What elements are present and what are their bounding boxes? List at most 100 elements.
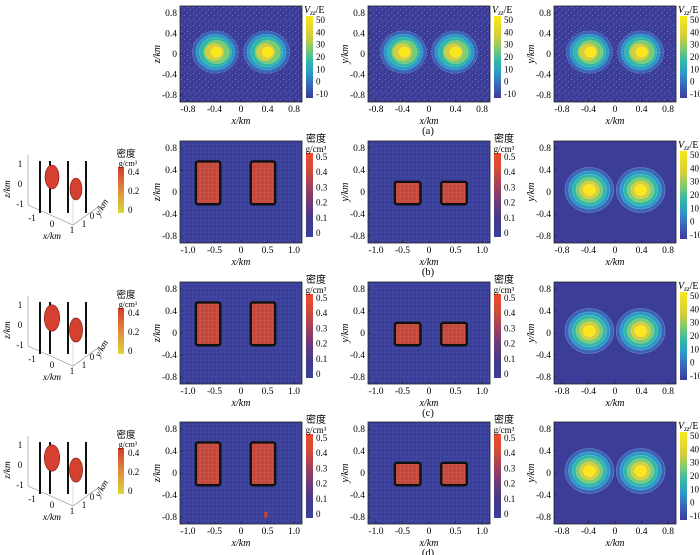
x-tick-label: 0	[613, 246, 618, 256]
colorbar-title: Vzz/E	[678, 281, 698, 293]
colorbar-tick-label: 0.4	[504, 448, 516, 458]
y-tick-label: 0	[172, 329, 177, 339]
colorbar-title: Vzz/E	[304, 5, 324, 17]
x-tick-label: 0.5	[262, 387, 274, 397]
mesh-grid	[368, 141, 490, 243]
x-axis-label: x/km	[605, 398, 625, 409]
x-tick-label: -0.8	[554, 527, 569, 537]
panel-1-1: 0.8 0.4 0 -0.4 -0.8-0.8 -0.4 0 0.4 0.8 50 40 30 20 10…	[152, 5, 328, 127]
colorbar-tick-label: 0.2	[316, 339, 327, 349]
colorbar-title: Vzz/E	[678, 140, 698, 152]
colorbar-vzz	[680, 151, 687, 239]
colorbar-tick-label: 0.1	[504, 494, 515, 504]
y-axis-label: y/km	[526, 324, 537, 344]
colorbar-tick-label: 0.3	[316, 182, 328, 192]
colorbar-tick-label: 0	[690, 358, 695, 368]
colorbar-unit: g/cm³	[494, 285, 515, 295]
colorbar-tick-label: 0	[690, 77, 695, 87]
x-tick-label: 0.4	[636, 527, 648, 537]
y-tick-label: 0.4	[353, 307, 365, 317]
colorbar-title: 密度	[116, 148, 136, 160]
colorbar-tick-label: 0.4	[316, 167, 328, 177]
colorbar-tick-label: 0.1	[316, 213, 327, 223]
panel-1-2: 0.8 0.4 0 -0.4 -0.8-0.8 -0.4 0 0.4 0.8 50 40 30 20 10…	[340, 5, 516, 127]
y-tick-label: 0.8	[539, 285, 551, 295]
colorbar-tick-label: 20	[690, 331, 700, 341]
tick-label-y: 0	[90, 352, 95, 362]
x-tick-label: 0	[613, 387, 618, 397]
x-tick-label: 0.8	[288, 105, 300, 115]
x-axis-label: x/km	[42, 513, 61, 523]
colorbar-tick-label: 0	[316, 509, 321, 519]
colorbar-tick-label: 0.1	[504, 354, 515, 364]
y-tick-label: 0.4	[539, 307, 551, 317]
x-axis-label: x/km	[419, 116, 439, 127]
colorbar-tick-label: 0.4	[316, 308, 328, 318]
y-tick-label: 0.8	[165, 285, 177, 295]
y-tick-label: 0.4	[353, 166, 365, 176]
y-tick-label: -0.4	[536, 210, 551, 220]
y-tick-label: 0.4	[165, 166, 177, 176]
x-tick-label: 0	[427, 527, 432, 537]
colorbar-tick-label: 0.2	[128, 186, 139, 196]
colorbar-tick-label: -10	[316, 89, 328, 99]
block-outline	[194, 441, 222, 487]
x-tick-label: 0	[427, 246, 432, 256]
y-tick-label: 0.4	[353, 447, 365, 457]
x-tick-label: -0.5	[207, 387, 222, 397]
row-label: (a)	[422, 126, 434, 137]
tick-label-x: 0	[50, 500, 55, 510]
density-block-mesh	[250, 161, 276, 205]
anomaly-contour	[583, 325, 596, 337]
colorbar-tick-label: 0	[504, 509, 509, 519]
panel-2-3: 0.8 0.4 0 -0.4 -0.8-0.8 -0.4 0 0.4 0.8 50 40 30 20 10…	[526, 140, 700, 268]
anomaly-contour	[398, 46, 411, 58]
y-tick-label: 0	[360, 329, 365, 339]
x-tick-label: 1.0	[288, 527, 300, 537]
colorbar-unit: g/cm³	[119, 440, 138, 449]
y-tick-label: -0.8	[162, 513, 177, 523]
x-tick-label: 0.5	[450, 527, 462, 537]
x-tick-label: -1.0	[180, 527, 195, 537]
y-tick-label: -0.4	[536, 351, 551, 361]
colorbar-tick-label: -10	[690, 230, 700, 240]
anomaly-contour	[583, 465, 596, 477]
colorbar-tick-label: -10	[690, 89, 700, 99]
density-block-mesh	[441, 462, 467, 486]
colorbar-tick-label: 0.4	[128, 448, 140, 458]
y-tick-label: 0	[546, 188, 551, 198]
colorbar-unit: g/cm³	[119, 159, 138, 168]
panel-4-3: 0.8 0.4 0 -0.4 -0.8-0.8 -0.4 0 0.4 0.8 50 40 30 20 10…	[526, 421, 700, 549]
colorbar-tick-label: 0.2	[504, 339, 515, 349]
x-tick-label: 0	[613, 527, 618, 537]
density-block-mesh	[195, 161, 221, 205]
colorbar-small	[118, 308, 124, 354]
z-axis-label: z/km	[3, 461, 13, 480]
y-axis-label: y/km	[340, 45, 351, 65]
x-tick-label: 0.8	[662, 527, 674, 537]
panel-2-1: 0.8 0.4 0 -0.4 -0.8-1.0 -0.5 0 0.5 1.0 0.5 0.4 0.3 0…	[152, 132, 328, 268]
y-tick-label: 0.4	[539, 166, 551, 176]
colorbar-tick-label: 0.1	[316, 354, 327, 364]
density-block-mesh	[195, 442, 221, 486]
y-tick-label: 0	[172, 50, 177, 60]
colorbar-tick-label: 0	[504, 77, 509, 87]
y-tick-label: -0.4	[536, 491, 551, 501]
colorbar-tick-label: 20	[504, 52, 514, 62]
colorbar-tick-label: 0.5	[504, 293, 516, 303]
panel-1-3: 0.8 0.4 0 -0.4 -0.8-0.8 -0.4 0 0.4 0.8 50 40 30 20 10…	[526, 5, 700, 127]
y-tick-label: -0.8	[162, 232, 177, 242]
tick-label-z: 1	[18, 159, 23, 169]
x-tick-label: -0.5	[395, 527, 410, 537]
row-label: (d)	[422, 548, 435, 555]
y-tick-label: 0	[360, 469, 365, 479]
x-tick-label: 0.8	[476, 105, 488, 115]
colorbar-title: 密度	[306, 273, 326, 286]
block-outline	[249, 301, 277, 347]
x-axis-label: x/km	[419, 398, 439, 409]
density-block-mesh	[394, 322, 421, 346]
y-tick-label: 0.8	[165, 9, 177, 19]
tick-label-y: 1	[82, 500, 87, 510]
x-tick-label: -0.8	[554, 387, 569, 397]
density-body	[43, 304, 60, 332]
